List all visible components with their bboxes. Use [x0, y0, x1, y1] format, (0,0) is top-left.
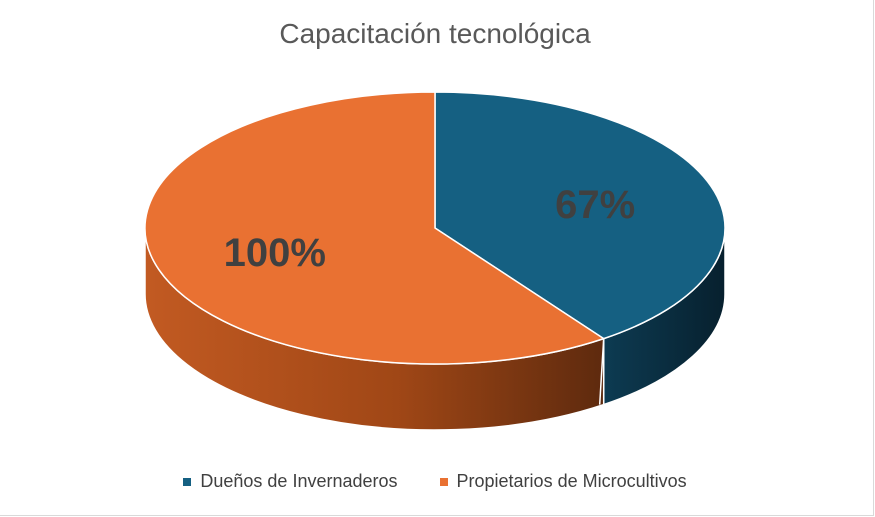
pie-slice-propietarios — [144, 91, 606, 365]
legend-label-propietarios: Propietarios de Microcultivos — [456, 471, 687, 491]
legend-swatch-propietarios — [439, 477, 448, 486]
legend-label-duenos: Dueños de Invernaderos — [200, 471, 398, 491]
chart-title: Capacitación tecnológica — [279, 18, 591, 49]
pie-tops — [144, 91, 726, 365]
data-label-propietarios: 100% — [224, 231, 326, 275]
pie-side-edge — [598, 338, 605, 405]
pie-slice-duenos — [434, 91, 726, 340]
pie-labels: 67% 100% — [224, 183, 636, 275]
legend: Dueños de Invernaderos Propietarios de M… — [0, 471, 870, 492]
legend-swatch-duenos — [183, 477, 192, 486]
legend-item-propietarios: Propietarios de Microcultivos — [439, 471, 687, 492]
data-label-duenos: 67% — [555, 183, 635, 227]
legend-item-duenos: Dueños de Invernaderos — [183, 471, 398, 492]
